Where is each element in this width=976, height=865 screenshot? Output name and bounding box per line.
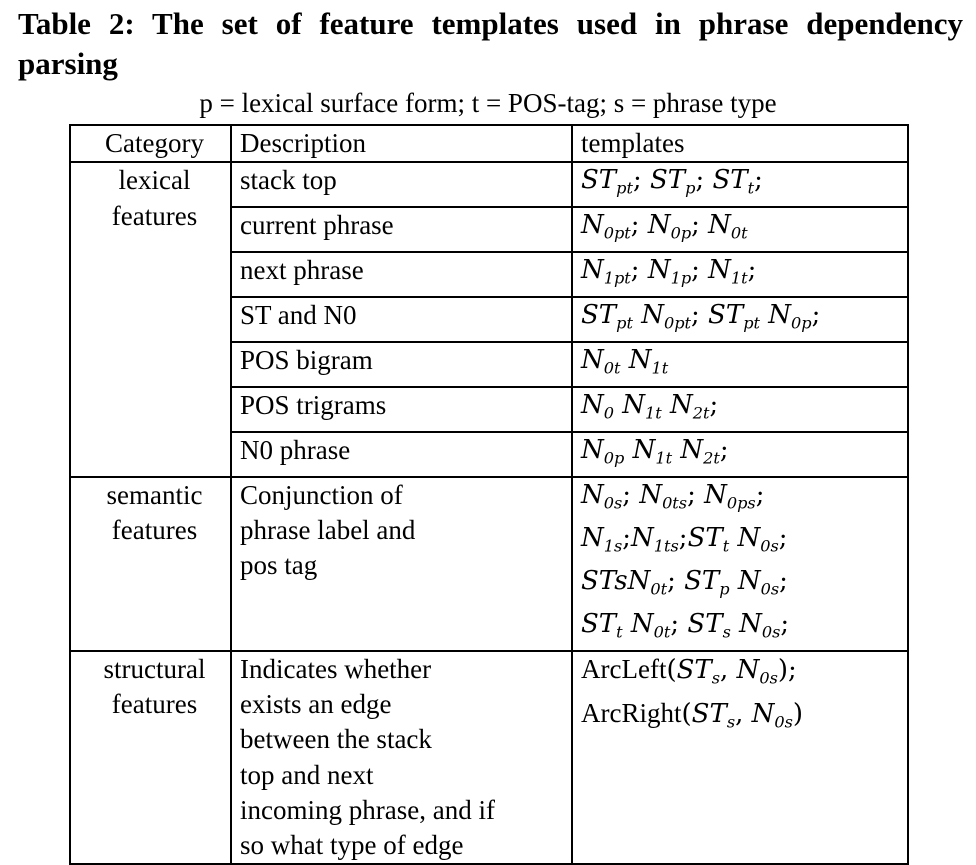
template-line: STsN0t; STp N0s; (581, 565, 788, 599)
template-line: N0 N1t N2t; (581, 389, 719, 423)
description-cell: ST and N0 (231, 297, 573, 344)
table-row: lexical features stack top STpt; STp; STt; (69, 162, 909, 478)
text-line: N0 phrase (240, 434, 351, 465)
table-legend: p = lexical surface form; t = POS-tag; s… (199, 88, 777, 118)
category-label: features (111, 200, 198, 231)
category-label: features (111, 688, 198, 719)
template-line: STpt; STp; STt; (581, 165, 763, 198)
table-row: current phrase N0pt; N0p; N0t (70, 207, 909, 254)
description-cell: stack top (231, 162, 573, 209)
templates-cell: N0s; N0ts; N0ps; N1s;N1ts;STt N0s; STsN0t;… (572, 476, 909, 652)
template-line: N1s;N1ts;STt N0s; (581, 522, 788, 556)
text-line: Indicates whether (240, 653, 432, 684)
column-header-templates: templates (572, 123, 909, 164)
category-cell: semantic features (69, 476, 232, 652)
template-line: N1pt; N1p; N1t; (581, 255, 757, 288)
category-label: structural (103, 653, 206, 684)
templates-cell: N0 N1t N2t; (572, 386, 909, 433)
template-line: N0t N1t (581, 345, 669, 378)
table-row: POS trigrams N0 N1t N2t; (70, 386, 909, 433)
templates-cell: N0t N1t (572, 342, 909, 388)
table-row: structural features Indicates whether exist… (69, 650, 909, 865)
category-label: semantic (106, 479, 203, 510)
text-line: phrase label and (240, 515, 416, 546)
text-line: pos tag (240, 550, 318, 581)
text-line: POS bigram (240, 345, 373, 376)
table-row: POS bigram N0t N1t (70, 342, 909, 388)
templates-cell: STpt N0pt; STpt N0p; (572, 297, 909, 344)
description-cell: current phrase (231, 207, 573, 254)
table-row: ST and N0 STpt N0pt; STpt N0p; (70, 297, 909, 344)
description-cell: Conjunction of phrase label and pos tag (231, 476, 573, 652)
column-header-category: Category (69, 123, 232, 164)
template-line: N0pt; N0p; N0t (581, 210, 748, 243)
text-line: next phrase (240, 255, 364, 286)
category-cell: lexical features (69, 162, 232, 478)
description-cell: POS trigrams (231, 386, 573, 433)
category-label: lexical (118, 165, 191, 196)
template-line: STt N0t; STs N0s; (581, 608, 790, 642)
text-line: incoming phrase, and if (240, 794, 495, 825)
templates-cell: N1pt; N1p; N1t; (572, 252, 909, 299)
text-line: so what type of edge (240, 830, 464, 861)
template-line: N0p N1t N2t; (581, 434, 729, 468)
category-cell: structural features (69, 650, 232, 865)
table-row: N0 phrase N0p N1t N2t; (70, 431, 909, 478)
text-line: between the stack (240, 724, 432, 755)
description-cell: POS bigram (231, 342, 573, 388)
table-caption: Table 2: The set of feature templates us… (18, 6, 963, 81)
table-row: next phrase N1pt; N1p; N1t; (70, 252, 909, 299)
text-line: current phrase (240, 210, 394, 241)
text-line: ST and N0 (240, 300, 357, 331)
template-line: N0s; N0ts; N0ps; (581, 479, 765, 513)
text-line: stack top (240, 165, 337, 196)
description-cell: Indicates whether exists an edge between t… (231, 650, 573, 865)
description-cell: N0 phrase (231, 431, 573, 478)
template-line: STpt N0pt; STpt N0p; (581, 300, 821, 333)
description-cell: next phrase (231, 252, 573, 299)
table-row: semantic features Conjunction of phrase lab… (69, 476, 909, 652)
template-line: ArcRight(STs, N0s) (581, 697, 804, 732)
text-line: exists an edge (240, 688, 392, 719)
feature-templates-table: Category Description templates lexical fe… (69, 123, 909, 865)
templates-cell: N0p N1t N2t; (572, 431, 909, 478)
column-header-description: Description (231, 123, 573, 164)
templates-cell: STpt; STp; STt; (572, 162, 909, 209)
table-header-row: Category Description templates (69, 123, 909, 164)
category-label: features (111, 515, 198, 546)
templates-cell: ArcLeft(STs, N0s); ArcRight(STs, N0s) (572, 650, 909, 865)
templates-cell: N0pt; N0p; N0t (572, 207, 909, 254)
text-line: POS trigrams (240, 389, 387, 420)
text-line: top and next (240, 759, 374, 790)
template-line: ArcLeft(STs, N0s); (581, 653, 797, 688)
text-line: Conjunction of (240, 479, 403, 510)
